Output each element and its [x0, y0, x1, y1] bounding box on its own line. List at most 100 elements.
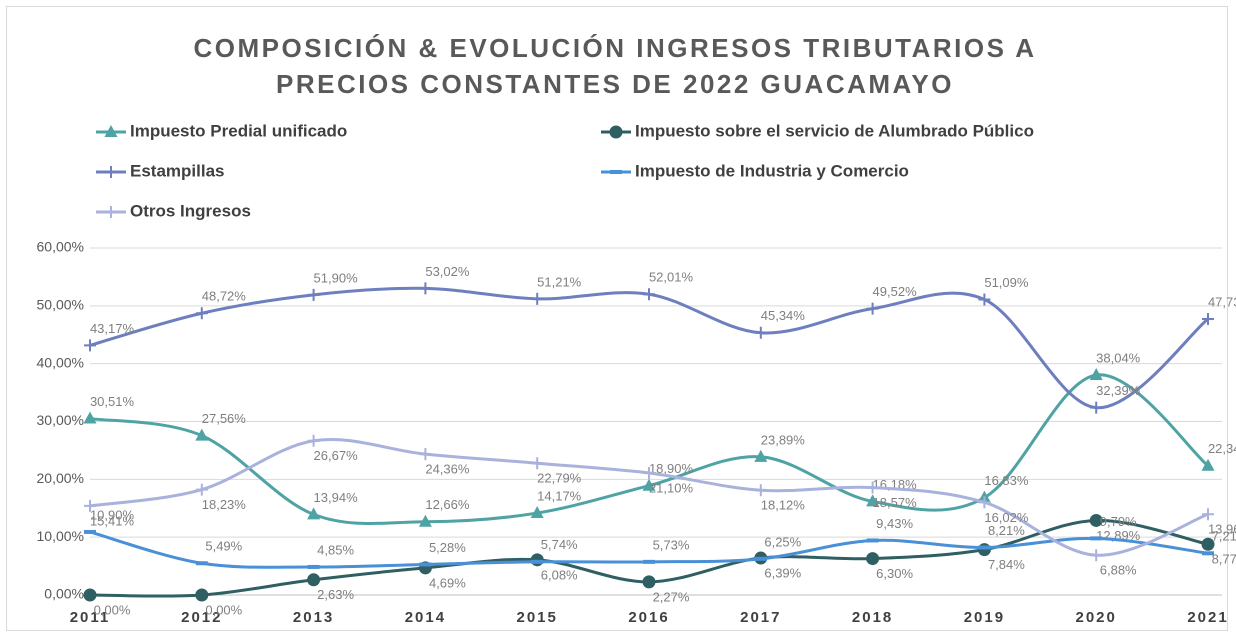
- data-label: 18,57%: [873, 495, 918, 510]
- y-tick-label: 10,00%: [37, 528, 84, 544]
- point: [642, 575, 656, 589]
- data-label: 48,72%: [202, 289, 247, 304]
- point: [307, 288, 320, 301]
- x-tick-label: 2014: [405, 609, 446, 626]
- data-label: 9,79%: [1100, 514, 1137, 529]
- x-tick-label: 2013: [293, 609, 334, 626]
- legend-label: Impuesto sobre el servicio de Alumbrado …: [635, 121, 1034, 140]
- data-label: 26,67%: [314, 448, 359, 463]
- data-label: 4,69%: [429, 575, 466, 590]
- data-label: 7,21%: [1212, 529, 1236, 544]
- x-tick-label: 2018: [852, 609, 893, 626]
- point: [530, 506, 544, 519]
- data-label: 43,17%: [90, 321, 135, 336]
- x-tick-label: 2016: [628, 609, 669, 626]
- data-label: 13,94%: [314, 490, 359, 505]
- x-tick-label: 2021: [1187, 609, 1228, 626]
- point: [754, 484, 767, 497]
- data-label: 12,66%: [425, 497, 470, 512]
- point: [1090, 401, 1103, 414]
- data-label: 6,39%: [764, 565, 801, 580]
- point: [531, 457, 544, 470]
- legend-label: Estampillas: [130, 161, 225, 180]
- data-label: 30,51%: [90, 394, 135, 409]
- data-label: 16,83%: [984, 473, 1029, 488]
- legend-marker: [105, 206, 117, 218]
- point: [84, 339, 96, 352]
- point: [1201, 458, 1215, 471]
- legend-marker: [609, 125, 623, 139]
- data-label: 7,84%: [988, 557, 1025, 572]
- data-label: 4,85%: [317, 542, 354, 557]
- y-tick-label: 50,00%: [37, 297, 84, 313]
- series-line: [89, 286, 1209, 410]
- point: [195, 307, 208, 320]
- point: [195, 588, 209, 602]
- x-tick-label: 2017: [740, 609, 781, 626]
- point: [978, 496, 991, 509]
- x-tick-label: 2012: [181, 609, 222, 626]
- data-label: 6,88%: [1100, 563, 1137, 578]
- y-tick-label: 60,00%: [37, 239, 84, 255]
- point: [83, 411, 97, 424]
- data-label: 24,36%: [425, 462, 470, 477]
- data-label: 51,21%: [537, 274, 582, 289]
- x-tick-label: 2019: [964, 609, 1005, 626]
- point: [1090, 549, 1103, 562]
- data-label: 0,00%: [205, 602, 242, 617]
- data-label: 5,74%: [541, 537, 578, 552]
- y-tick-label: 0,00%: [44, 586, 84, 602]
- point: [307, 434, 320, 447]
- point: [531, 292, 544, 305]
- point: [1202, 508, 1214, 521]
- data-label: 16,02%: [984, 510, 1029, 525]
- data-label: 52,01%: [649, 270, 694, 285]
- y-tick-label: 30,00%: [37, 412, 84, 428]
- point: [866, 494, 880, 507]
- data-label: 9,43%: [876, 516, 913, 531]
- data-label: 18,90%: [649, 461, 694, 476]
- data-label: 5,73%: [653, 537, 690, 552]
- data-label: 8,21%: [988, 523, 1025, 538]
- legend-marker: [104, 125, 118, 137]
- data-label: 0,00%: [94, 602, 131, 617]
- data-label: 45,34%: [761, 308, 806, 323]
- point: [978, 293, 991, 306]
- point: [866, 552, 880, 566]
- point: [307, 507, 321, 520]
- point: [977, 543, 991, 557]
- point: [419, 448, 432, 461]
- point: [754, 326, 767, 339]
- point: [642, 478, 656, 491]
- point: [754, 449, 768, 462]
- legend-label: Impuesto de Industria y Comercio: [635, 161, 909, 180]
- point: [307, 573, 321, 587]
- point: [1089, 513, 1103, 527]
- point: [83, 588, 97, 602]
- data-label: 13,96%: [1208, 522, 1236, 537]
- legend-label: Otros Ingresos: [130, 201, 251, 220]
- point: [1202, 312, 1214, 325]
- data-label: 32,39%: [1096, 383, 1141, 398]
- data-label: 49,52%: [873, 284, 918, 299]
- data-label: 14,17%: [537, 488, 582, 503]
- data-label: 15,41%: [90, 513, 135, 528]
- point: [866, 302, 879, 315]
- data-label: 22,79%: [537, 471, 582, 486]
- y-tick-label: 20,00%: [37, 470, 84, 486]
- data-label: 21,10%: [649, 480, 694, 495]
- chart-frame: [6, 6, 1228, 631]
- data-label: 6,30%: [876, 566, 913, 581]
- data-label: 53,02%: [425, 264, 470, 279]
- point: [643, 466, 655, 479]
- point: [195, 483, 208, 496]
- data-label: 18,12%: [761, 498, 806, 513]
- data-label: 2,63%: [317, 587, 354, 602]
- point: [643, 288, 655, 301]
- point: [419, 282, 432, 295]
- data-label: 47,73%: [1208, 294, 1236, 309]
- data-label: 5,49%: [205, 539, 242, 554]
- data-label: 23,89%: [761, 432, 806, 447]
- data-label: 8,77%: [1212, 552, 1236, 567]
